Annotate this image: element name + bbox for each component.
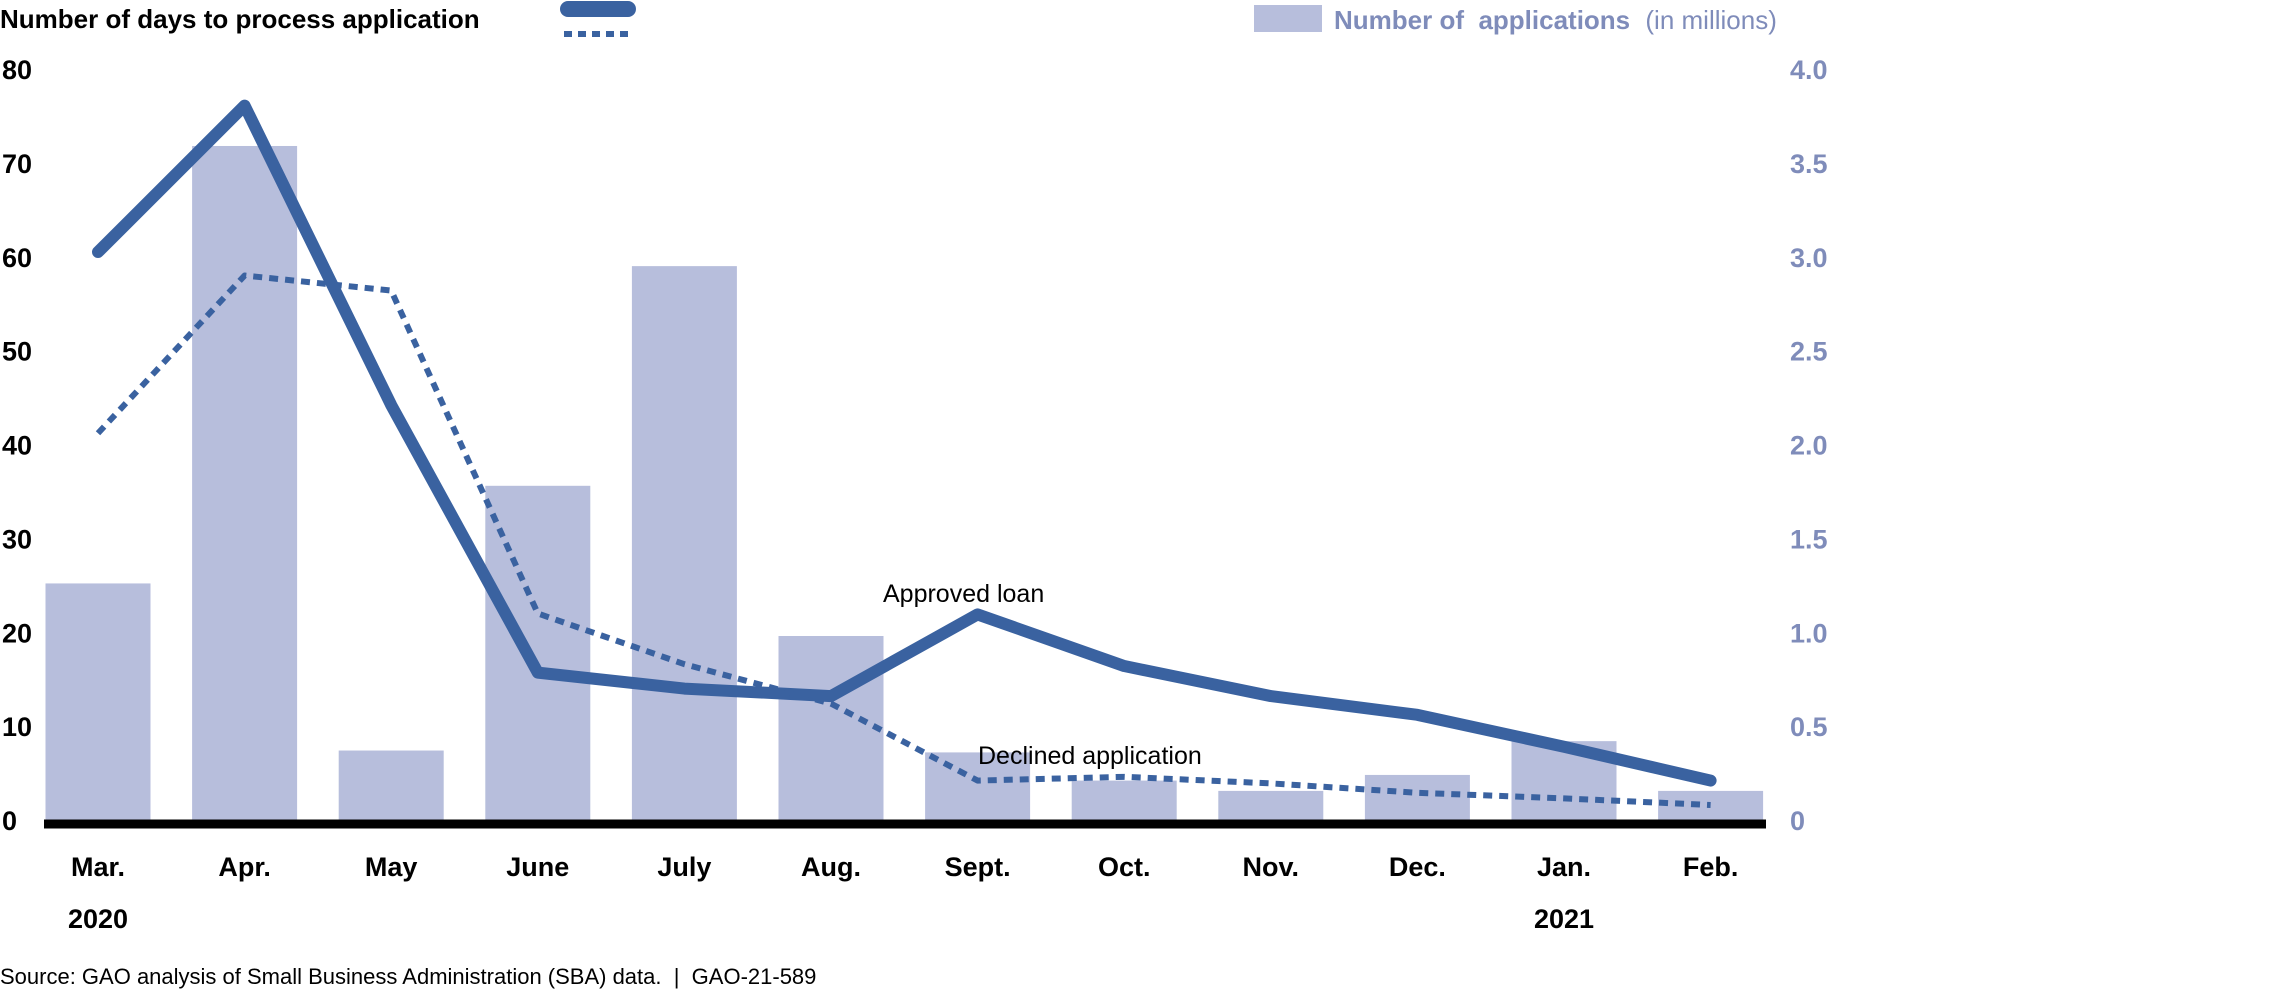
right-tick-label: 0: [1790, 806, 1805, 836]
year-label: 2020: [68, 904, 128, 934]
month-label: Sept.: [945, 852, 1011, 882]
bar-8: [1218, 790, 1324, 820]
left-tick-label: 50: [2, 337, 32, 367]
bar-5: [778, 636, 884, 820]
right-axis-title: Number of applications (in millions): [1334, 5, 1777, 35]
bar-6: [925, 752, 1031, 820]
legend-bar-swatch: [1254, 5, 1322, 32]
month-label: Apr.: [218, 852, 271, 882]
left-tick-label: 0: [2, 806, 17, 836]
right-tick-label: 2.0: [1790, 431, 1828, 461]
left-tick-label: 60: [2, 243, 32, 273]
left-tick-label: 20: [2, 618, 32, 648]
month-label: Mar.: [71, 852, 125, 882]
bar-1: [192, 145, 298, 821]
lines-group: [92, 99, 1717, 808]
right-tick-label: 1.5: [1790, 524, 1828, 554]
declined-application-line: [95, 272, 1711, 808]
right-tick-label: 4.0: [1790, 55, 1828, 85]
left-tick-label: 40: [2, 431, 32, 461]
month-label: July: [657, 852, 711, 882]
left-tick-label: 30: [2, 524, 32, 554]
right-tick-label: 1.0: [1790, 618, 1828, 648]
bar-3: [485, 485, 591, 820]
right-tick-label: 2.5: [1790, 337, 1828, 367]
bar-11: [1658, 790, 1764, 820]
left-axis: 0 10 20 30 40 50 60 70 80: [2, 55, 32, 836]
month-label: Jan.: [1537, 852, 1591, 882]
month-label: June: [506, 852, 569, 882]
month-label: Dec.: [1389, 852, 1446, 882]
month-label: Nov.: [1243, 852, 1300, 882]
month-label: Oct.: [1098, 852, 1151, 882]
annotation-approved-loan: Approved loan: [883, 580, 1044, 608]
bar-0: [45, 583, 151, 820]
bar-9: [1364, 774, 1470, 820]
annotation-declined-application: Declined application: [978, 742, 1202, 770]
source-note: Source: GAO analysis of Small Business A…: [0, 964, 816, 989]
x-axis-labels: Mar. Apr. May June July Aug. Sept. Oct. Nov. Dec.…: [68, 852, 1738, 934]
left-tick-label: 10: [2, 712, 32, 742]
left-tick-label: 80: [2, 55, 32, 85]
right-tick-label: 3.5: [1790, 149, 1828, 179]
right-tick-label: 3.0: [1790, 243, 1828, 273]
month-label: Aug.: [801, 852, 861, 882]
bar-4: [631, 266, 737, 820]
right-tick-label: 0.5: [1790, 712, 1828, 742]
month-label: May: [365, 852, 418, 882]
right-axis-title-bold: Number of applications: [1334, 5, 1630, 35]
bar-7: [1071, 780, 1177, 820]
approved-loan-line: [92, 99, 1717, 787]
right-axis-title-unit: (in millions): [1645, 5, 1776, 35]
right-axis: 0 0.5 1.0 1.5 2.0 2.5 3.0 3.5 4.0: [1790, 55, 1828, 836]
year-label: 2021: [1534, 904, 1594, 934]
left-axis-title: Number of days to process application: [0, 4, 480, 34]
left-tick-label: 70: [2, 149, 32, 179]
month-label: Feb.: [1683, 852, 1739, 882]
bar-2: [338, 750, 444, 820]
bars-group: [45, 145, 1764, 821]
